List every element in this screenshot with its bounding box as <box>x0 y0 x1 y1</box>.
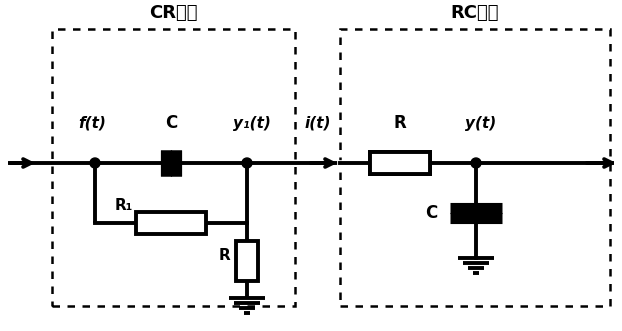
Text: f(t): f(t) <box>78 116 106 130</box>
Text: R: R <box>394 114 406 132</box>
Text: R: R <box>219 248 231 263</box>
Text: C: C <box>425 204 437 222</box>
Text: R₁: R₁ <box>115 198 133 213</box>
Text: CR系统: CR系统 <box>149 4 198 22</box>
Circle shape <box>471 158 481 168</box>
Text: y(t): y(t) <box>465 116 496 130</box>
Text: i(t): i(t) <box>305 116 332 130</box>
Bar <box>370 152 430 174</box>
Text: y₁(t): y₁(t) <box>233 116 271 130</box>
Circle shape <box>242 158 252 168</box>
Text: C: C <box>165 114 177 132</box>
Circle shape <box>90 158 100 168</box>
Bar <box>136 212 206 234</box>
Text: RC系统: RC系统 <box>451 4 499 22</box>
Bar <box>370 152 430 174</box>
Bar <box>236 241 258 280</box>
